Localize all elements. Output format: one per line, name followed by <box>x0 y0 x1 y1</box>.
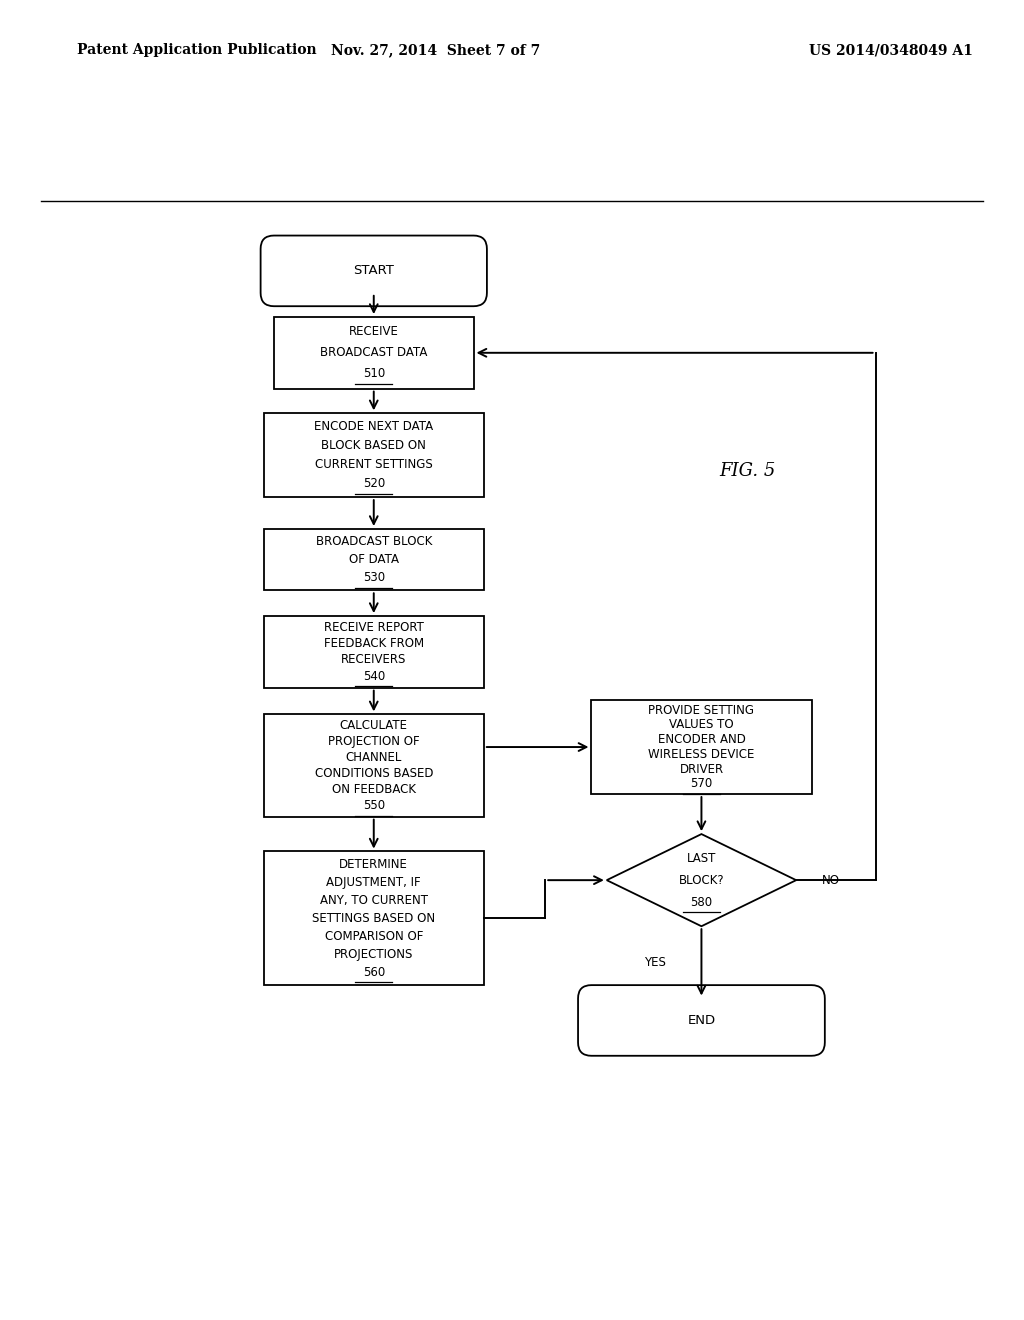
FancyBboxPatch shape <box>260 235 486 306</box>
Text: 540: 540 <box>362 669 385 682</box>
Text: WIRELESS DEVICE: WIRELESS DEVICE <box>648 748 755 760</box>
Text: BROADCAST BLOCK: BROADCAST BLOCK <box>315 535 432 548</box>
Text: FIG. 5: FIG. 5 <box>719 462 776 479</box>
Text: ENCODE NEXT DATA: ENCODE NEXT DATA <box>314 420 433 433</box>
Text: NO: NO <box>822 874 840 887</box>
Text: ADJUSTMENT, IF: ADJUSTMENT, IF <box>327 875 421 888</box>
Bar <box>592 700 811 795</box>
Bar <box>273 317 473 388</box>
Text: CONDITIONS BASED: CONDITIONS BASED <box>314 767 433 780</box>
Text: CALCULATE: CALCULATE <box>340 719 408 733</box>
Text: ANY, TO CURRENT: ANY, TO CURRENT <box>319 894 428 907</box>
Text: END: END <box>687 1014 716 1027</box>
Text: COMPARISON OF: COMPARISON OF <box>325 929 423 942</box>
Text: DRIVER: DRIVER <box>679 763 724 776</box>
Text: START: START <box>353 264 394 277</box>
Bar <box>264 529 484 590</box>
Text: BROADCAST DATA: BROADCAST DATA <box>321 346 427 359</box>
Bar <box>264 413 484 498</box>
Text: 560: 560 <box>362 965 385 978</box>
Bar <box>264 616 484 688</box>
Text: LAST: LAST <box>687 851 716 865</box>
Text: YES: YES <box>644 956 667 969</box>
Text: Patent Application Publication: Patent Application Publication <box>77 44 316 57</box>
Text: RECEIVERS: RECEIVERS <box>341 653 407 667</box>
Text: 580: 580 <box>690 895 713 908</box>
Text: US 2014/0348049 A1: US 2014/0348049 A1 <box>809 44 973 57</box>
Bar <box>264 714 484 817</box>
Text: FEEDBACK FROM: FEEDBACK FROM <box>324 638 424 651</box>
Text: PROJECTION OF: PROJECTION OF <box>328 735 420 748</box>
Text: 570: 570 <box>690 777 713 791</box>
Polygon shape <box>606 834 797 927</box>
Text: ON FEEDBACK: ON FEEDBACK <box>332 783 416 796</box>
Text: SETTINGS BASED ON: SETTINGS BASED ON <box>312 912 435 924</box>
Text: 510: 510 <box>362 367 385 380</box>
Text: DETERMINE: DETERMINE <box>339 858 409 871</box>
Text: OF DATA: OF DATA <box>349 553 398 566</box>
Text: PROVIDE SETTING: PROVIDE SETTING <box>648 704 755 717</box>
Bar <box>264 851 484 985</box>
Text: ENCODER AND: ENCODER AND <box>657 733 745 746</box>
Text: BLOCK?: BLOCK? <box>679 874 724 887</box>
FancyBboxPatch shape <box>578 985 825 1056</box>
Text: CHANNEL: CHANNEL <box>345 751 402 764</box>
Text: 530: 530 <box>362 572 385 585</box>
Text: 550: 550 <box>362 799 385 812</box>
Text: Nov. 27, 2014  Sheet 7 of 7: Nov. 27, 2014 Sheet 7 of 7 <box>331 44 540 57</box>
Text: 520: 520 <box>362 478 385 490</box>
Text: BLOCK BASED ON: BLOCK BASED ON <box>322 440 426 453</box>
Text: PROJECTIONS: PROJECTIONS <box>334 948 414 961</box>
Text: RECEIVE: RECEIVE <box>349 325 398 338</box>
Text: CURRENT SETTINGS: CURRENT SETTINGS <box>315 458 432 471</box>
Text: VALUES TO: VALUES TO <box>669 718 734 731</box>
Text: RECEIVE REPORT: RECEIVE REPORT <box>324 620 424 634</box>
